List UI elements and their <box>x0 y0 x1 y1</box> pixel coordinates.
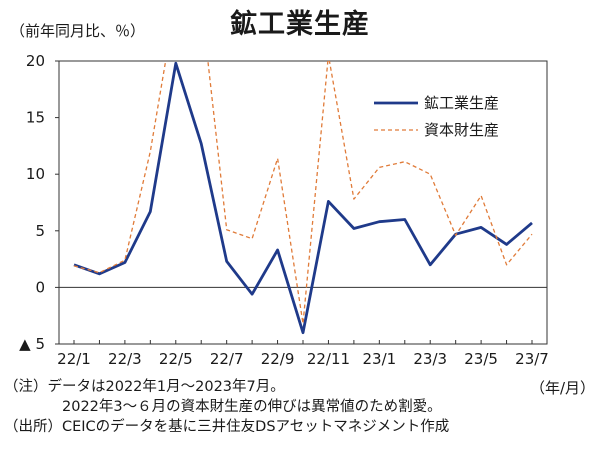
chart-notes: （注）データは2022年1月～2023年7月。 2022年3～６月の資本財生産の… <box>4 377 449 437</box>
x-tick-label: 22/5 <box>159 350 193 368</box>
x-tick-label: 23/7 <box>515 350 549 368</box>
y-tick-label: 0 <box>35 278 45 296</box>
y-tick-label: ▲ 5 <box>19 335 45 353</box>
y-tick-label: 5 <box>35 222 45 240</box>
x-tick-label: 22/1 <box>57 350 91 368</box>
x-tick-label: 22/7 <box>210 350 244 368</box>
x-axis-label: （年/月） <box>530 379 596 397</box>
legend-label-1: 鉱工業生産 <box>424 94 499 112</box>
y-axis-label: （前年同月比、％） <box>10 22 146 40</box>
x-tick-label: 22/9 <box>261 350 295 368</box>
series-line-2 <box>73 61 533 325</box>
x-tick-label: 23/3 <box>413 350 447 368</box>
y-tick-label: 20 <box>26 52 45 70</box>
note-line-2: 2022年3～６月の資本財生産の伸びは異常値のため割愛。 <box>62 399 442 415</box>
y-tick-label: 15 <box>26 109 45 127</box>
x-tick-label: 23/1 <box>362 350 396 368</box>
chart-title: 鉱工業生産 <box>230 9 370 40</box>
x-tick-label: 22/3 <box>108 350 142 368</box>
legend-label-2: 資本財生産 <box>424 121 499 139</box>
source-line: （出所）CEICのデータを基に三井住友DSアセットマネジメント作成 <box>4 419 450 435</box>
note-line-1: （注）データは2022年1月～2023年7月。 <box>4 379 285 395</box>
x-tick-label: 22/11 <box>307 350 350 368</box>
y-tick-label: 10 <box>26 165 45 183</box>
x-tick-label: 23/5 <box>464 350 498 368</box>
